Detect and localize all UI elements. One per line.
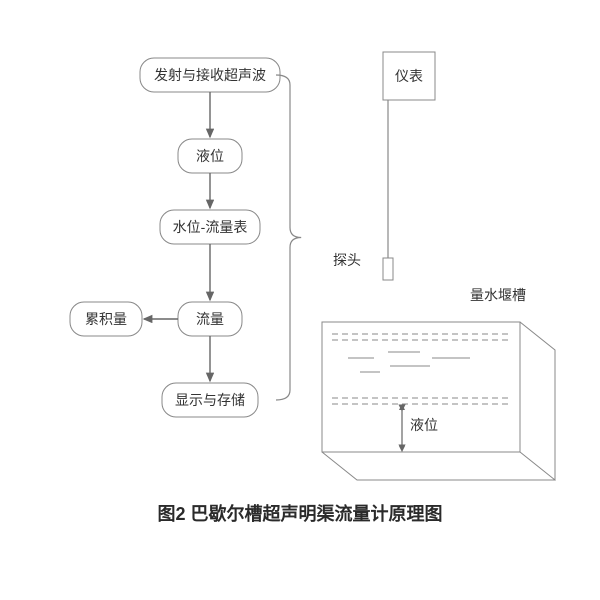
flow-node-label-n2: 液位 [196, 148, 224, 164]
flow-node-label-n6: 显示与存储 [175, 392, 245, 408]
level-label: 液位 [410, 417, 438, 433]
probe-tip [383, 258, 393, 280]
flow-node-label-n5: 累积量 [85, 311, 127, 327]
flow-node-label-n4: 流量 [196, 311, 224, 327]
channel-side [520, 322, 555, 480]
channel-bottom [322, 452, 555, 480]
weir-label: 量水堰槽 [470, 287, 526, 303]
instrument-label: 仪表 [395, 68, 423, 84]
flow-node-label-n3: 水位-流量表 [173, 219, 248, 235]
level-arrow-up-icon [399, 404, 405, 410]
flow-node-label-n1: 发射与接收超声波 [154, 67, 266, 83]
level-arrow-down-icon [399, 446, 405, 452]
figure-caption: 图2 巴歇尔槽超声明渠流量计原理图 [0, 500, 600, 526]
curly-brace [276, 75, 301, 400]
probe-label: 探头 [333, 252, 361, 268]
